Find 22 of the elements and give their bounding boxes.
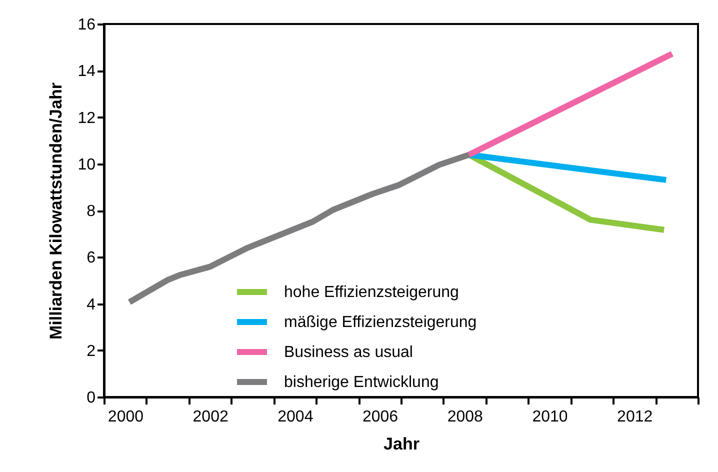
y-tick-label: 14 — [78, 63, 96, 80]
y-axis-title: Milliarden Kilowattstunden/Jahr — [46, 82, 66, 340]
y-tick-label: 2 — [86, 342, 96, 360]
y-tick-label: 6 — [86, 250, 96, 267]
y-tick-label: 12 — [78, 110, 96, 127]
x-tick-label: 2002 — [192, 408, 228, 426]
x-tick-label: 2006 — [362, 408, 398, 426]
x-axis-title: Jahr — [384, 434, 420, 454]
x-tick-label: 2012 — [617, 408, 653, 426]
x-tick-label: 2008 — [447, 408, 484, 426]
y-tick-label: 16 — [78, 16, 96, 34]
legend-label: hohe Effizienzsteigerung — [284, 284, 459, 301]
y-tick-label: 4 — [86, 296, 96, 314]
y-tick-label: 8 — [86, 203, 96, 220]
legend-label: bisherige Entwicklung — [284, 374, 439, 391]
x-tick-label: 2010 — [532, 408, 568, 426]
x-tick-label: 2000 — [108, 408, 144, 426]
y-tick-label: 10 — [78, 156, 96, 174]
legend-label: mäßige Effizienzsteigerung — [284, 314, 477, 331]
x-tick-label: 2004 — [278, 408, 314, 426]
y-tick-label: 0 — [86, 390, 96, 406]
legend-label: Business as usual — [284, 344, 413, 361]
